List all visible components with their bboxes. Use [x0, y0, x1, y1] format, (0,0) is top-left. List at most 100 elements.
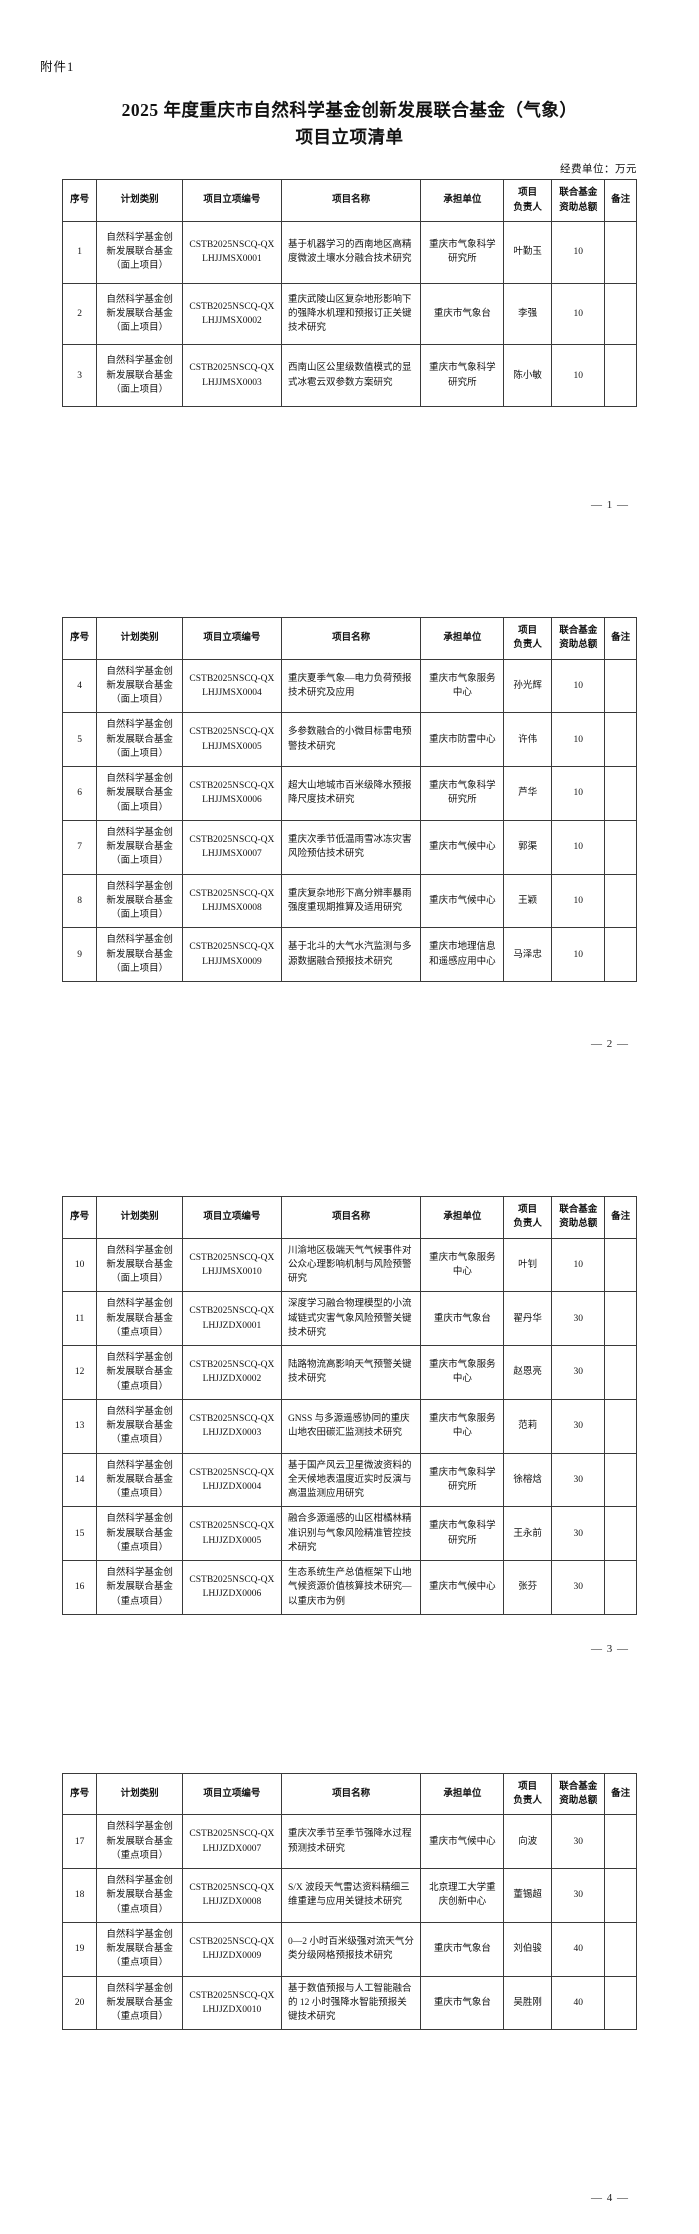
- cell-name: 基于机器学习的西南地区高精度微波土壤水分融合技术研究: [280, 220, 422, 284]
- table-row: 15 自然科学基金创 新发展联合基金 （重点项目） CSTB2025NSCQ-Q…: [61, 1506, 637, 1561]
- cell-remark: [604, 220, 637, 284]
- cell-leader: 董锡超: [503, 1868, 553, 1923]
- col-header-category: 计划类别: [96, 1772, 183, 1816]
- col-header-name: 项目名称: [280, 617, 422, 660]
- cell-remark: [604, 1975, 637, 2031]
- cell-remark: [604, 1237, 637, 1293]
- cell-category: 自然科学基金创 新发展联合基金 （面上项目）: [96, 712, 183, 767]
- cell-amount: 30: [551, 1506, 606, 1561]
- cell-index: 3: [61, 344, 98, 407]
- cell-name: 0—2 小时百米级强对流天气分类分级网格预报技术研究: [280, 1921, 422, 1977]
- col-header-remark: 备注: [604, 1196, 637, 1239]
- cell-code: CSTB2025NSCQ-QX LHJJZDX0008: [181, 1868, 282, 1923]
- cell-leader: 吴胜刚: [503, 1975, 553, 2031]
- cell-leader: 叶勤玉: [503, 220, 553, 284]
- cell-code: CSTB2025NSCQ-QX LHJJZDX0002: [181, 1345, 282, 1400]
- col-header-category: 计划类别: [96, 1196, 183, 1239]
- cell-remark: [604, 1345, 637, 1400]
- cell-name: 陆路物流高影响天气预警关键技术研究: [280, 1345, 422, 1400]
- table-row: 2 自然科学基金创 新发展联合基金 （面上项目） CSTB2025NSCQ-QX…: [61, 282, 637, 346]
- cell-category: 自然科学基金创 新发展联合基金 （重点项目）: [96, 1560, 183, 1615]
- cell-unit: 重庆市气候中心: [420, 819, 505, 875]
- cell-leader: 向波: [503, 1814, 553, 1869]
- cell-unit: 重庆市气象台: [420, 1975, 505, 2031]
- cell-leader: 王永前: [503, 1506, 553, 1561]
- col-header-code: 项目立项编号: [181, 617, 282, 660]
- page-number: — 2 —: [591, 1038, 629, 1050]
- cell-unit: 重庆市地理信息和遥感应用中心: [420, 927, 505, 982]
- col-header-code: 项目立项编号: [181, 1196, 282, 1239]
- page-number: — 4 —: [591, 2192, 629, 2205]
- table-row: 11 自然科学基金创 新发展联合基金 （重点项目） CSTB2025NSCQ-Q…: [61, 1291, 637, 1346]
- document-page: 序号 计划类别 项目立项编号 项目名称 承担单位 项目 负责人 联合基金 资助总…: [61, 179, 637, 511]
- table-header-row: 序号 计划类别 项目立项编号 项目名称 承担单位 项目 负责人 联合基金 资助总…: [61, 179, 637, 222]
- col-header-index: 序号: [61, 617, 98, 660]
- col-header-code: 项目立项编号: [181, 1772, 282, 1816]
- col-header-unit: 承担单位: [420, 617, 505, 660]
- col-header-unit: 承担单位: [420, 179, 505, 222]
- cell-amount: 10: [551, 344, 606, 407]
- cell-unit: 重庆市气候中心: [420, 1560, 505, 1615]
- page-title: 2025 年度重庆市自然科学基金创新发展联合基金（气象） 项目立项清单: [0, 97, 699, 151]
- col-header-leader: 项目 负责人: [503, 1196, 553, 1239]
- cell-remark: [604, 1814, 637, 1869]
- cell-unit: 重庆市气象科学研究所: [420, 1452, 505, 1508]
- cell-category: 自然科学基金创 新发展联合基金 （重点项目）: [96, 1398, 183, 1454]
- cell-amount: 30: [551, 1814, 606, 1869]
- cell-name: 基于国产风云卫星微波资料的全天候地表温度近实时反演与高温监测应用研究: [280, 1452, 422, 1508]
- cell-code: CSTB2025NSCQ-QX LHJJZDX0004: [181, 1452, 282, 1508]
- cell-category: 自然科学基金创 新发展联合基金 （面上项目）: [96, 873, 183, 929]
- cell-name: S/X 波段天气雷达资料精细三维重建与应用关键技术研究: [280, 1868, 422, 1923]
- cell-index: 16: [61, 1560, 98, 1615]
- cell-category: 自然科学基金创 新发展联合基金 （重点项目）: [96, 1291, 183, 1346]
- cell-index: 9: [61, 927, 98, 982]
- cell-index: 10: [61, 1237, 98, 1293]
- cell-category: 自然科学基金创 新发展联合基金 （面上项目）: [96, 1237, 183, 1293]
- cell-name: 西南山区公里级数值模式的显式冰雹云双参数方案研究: [280, 344, 422, 407]
- cell-code: CSTB2025NSCQ-QX LHJJMSX0004: [181, 658, 282, 714]
- cell-leader: 马泽忠: [503, 927, 553, 982]
- cell-unit: 重庆市气象台: [420, 1291, 505, 1346]
- cell-amount: 40: [551, 1921, 606, 1977]
- cell-unit: 重庆市气象台: [420, 1921, 505, 1977]
- cell-unit: 重庆市气象科学研究所: [420, 1506, 505, 1561]
- table-row: 20 自然科学基金创 新发展联合基金 （重点项目） CSTB2025NSCQ-Q…: [61, 1975, 637, 2031]
- cell-index: 1: [61, 220, 98, 284]
- table-row: 1 自然科学基金创 新发展联合基金 （面上项目） CSTB2025NSCQ-QX…: [61, 220, 637, 284]
- page-title-line1: 2025 年度重庆市自然科学基金创新发展联合基金（气象）: [121, 100, 578, 120]
- cell-remark: [604, 1560, 637, 1615]
- cell-leader: 芦华: [503, 766, 553, 821]
- table-header: 序号 计划类别 项目立项编号 项目名称 承担单位 项目 负责人 联合基金 资助总…: [61, 1772, 637, 1816]
- cell-category: 自然科学基金创 新发展联合基金 （重点项目）: [96, 1506, 183, 1561]
- col-header-name: 项目名称: [280, 179, 422, 222]
- cell-category: 自然科学基金创 新发展联合基金 （重点项目）: [96, 1975, 183, 2031]
- table-row: 19 自然科学基金创 新发展联合基金 （重点项目） CSTB2025NSCQ-Q…: [61, 1921, 637, 1977]
- cell-category: 自然科学基金创 新发展联合基金 （面上项目）: [96, 766, 183, 821]
- cell-name: 川渝地区极端天气气候事件对公众心理影响机制与风险预警研究: [280, 1237, 422, 1293]
- project-table: 序号 计划类别 项目立项编号 项目名称 承担单位 项目 负责人 联合基金 资助总…: [61, 617, 637, 982]
- cell-remark: [604, 658, 637, 714]
- col-header-leader: 项目 负责人: [503, 1772, 553, 1816]
- cell-category: 自然科学基金创 新发展联合基金 （重点项目）: [96, 1345, 183, 1400]
- cell-category: 自然科学基金创 新发展联合基金 （面上项目）: [96, 344, 183, 407]
- cell-amount: 30: [551, 1868, 606, 1923]
- cell-remark: [604, 344, 637, 407]
- cell-code: CSTB2025NSCQ-QX LHJJZDX0003: [181, 1398, 282, 1454]
- cell-leader: 张芬: [503, 1560, 553, 1615]
- cell-leader: 刘伯骏: [503, 1921, 553, 1977]
- cell-index: 8: [61, 873, 98, 929]
- cell-amount: 30: [551, 1345, 606, 1400]
- col-header-name: 项目名称: [280, 1196, 422, 1239]
- cell-index: 7: [61, 819, 98, 875]
- cell-name: 融合多源遥感的山区柑橘林精准识别与气象风险精准管控技术研究: [280, 1506, 422, 1561]
- cell-remark: [604, 819, 637, 875]
- table-body: 4 自然科学基金创 新发展联合基金 （面上项目） CSTB2025NSCQ-QX…: [61, 658, 637, 982]
- cell-code: CSTB2025NSCQ-QX LHJJZDX0005: [181, 1506, 282, 1561]
- table-row: 12 自然科学基金创 新发展联合基金 （重点项目） CSTB2025NSCQ-Q…: [61, 1345, 637, 1400]
- cell-amount: 30: [551, 1560, 606, 1615]
- cell-remark: [604, 1921, 637, 1977]
- cell-leader: 郭渠: [503, 819, 553, 875]
- cell-leader: 孙光辉: [503, 658, 553, 714]
- cell-amount: 10: [551, 819, 606, 875]
- cell-unit: 重庆市气候中心: [420, 1814, 505, 1869]
